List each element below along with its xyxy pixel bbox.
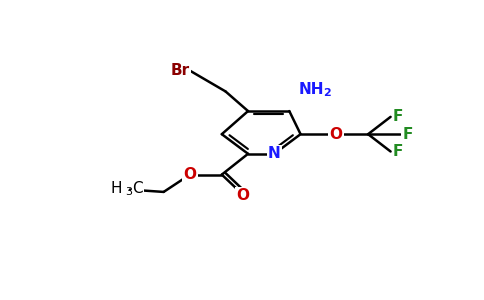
Text: Br: Br (171, 63, 190, 78)
Text: F: F (402, 127, 413, 142)
Text: H: H (111, 181, 122, 196)
Text: 3: 3 (125, 187, 133, 197)
Text: 2: 2 (323, 88, 331, 98)
Text: NH: NH (299, 82, 325, 97)
Text: O: O (330, 127, 343, 142)
Text: F: F (393, 144, 403, 159)
Text: O: O (183, 167, 197, 182)
Text: C: C (132, 181, 143, 196)
Text: F: F (393, 110, 403, 124)
Text: N: N (268, 146, 281, 161)
Text: O: O (236, 188, 249, 203)
